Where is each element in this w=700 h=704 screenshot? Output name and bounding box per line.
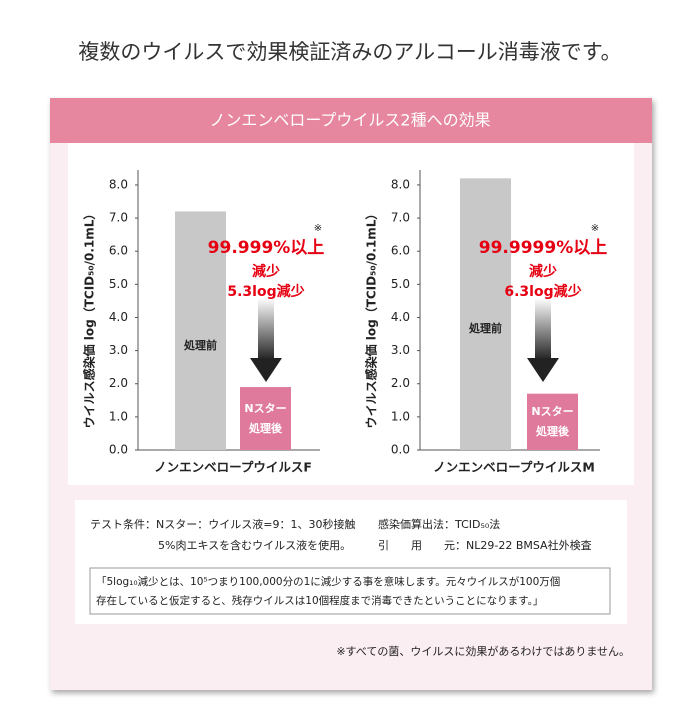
bar [240, 387, 291, 450]
bar [175, 211, 226, 450]
y-tick-label: 1.0 [109, 409, 128, 423]
condition: 感染価算出法：TCID₅₀法 [378, 517, 500, 531]
y-tick-label: 5.0 [391, 277, 410, 291]
annotation: 99.999%以上 [208, 238, 325, 258]
y-tick-label: 6.0 [391, 244, 410, 258]
note-line: 「5log₁₀減少とは、10⁵つまり100,000分の1に減少する事を意味します… [96, 575, 560, 588]
bar [527, 393, 578, 450]
bar-label: Nスター 処理後 [244, 401, 287, 435]
bar-label: 処理前 [469, 322, 502, 336]
y-tick-label: 1.0 [391, 409, 410, 423]
heading: 複数のウイルスで効果検証済みのアルコール消毒液です。 [78, 40, 621, 64]
annotation: 99.9999%以上 [479, 238, 607, 258]
annotation: 減少 [529, 263, 557, 280]
y-tick-label: 6.0 [109, 244, 128, 258]
y-tick-label: 5.0 [109, 277, 128, 291]
arrow-shaft [258, 298, 274, 360]
x-axis-label: ノンエンベロープウイルスM [433, 460, 595, 475]
annotation: 6.3log減少 [504, 283, 581, 300]
condition: 5%肉エキスを含むウイルス液を使用。 [158, 538, 351, 552]
y-axis-label: ウイルス感染価 log（TCID₅₀/0.1mL） [364, 208, 379, 429]
annotation-mark: ※ [314, 223, 322, 234]
y-tick-label: 7.0 [109, 211, 128, 225]
y-tick-label: 0.0 [391, 443, 410, 457]
footnote: ※すべての菌、ウイルスに効果があるわけではありません。 [336, 644, 630, 658]
note-box [89, 567, 611, 615]
note-line: 存在していると仮定すると、残存ウイルスは10個程度まで消毒できたということになり… [96, 594, 543, 607]
condition: テスト条件：Nスター：ウイルス液=9：1、30秒接触 [90, 517, 355, 531]
arrow-shaft [535, 298, 551, 360]
y-tick-label: 0.0 [109, 443, 128, 457]
condition: 引 用 元：NL29-22 BMSA社外検査 [378, 538, 592, 552]
y-axis-label: ウイルス感染価 log（TCID₅₀/0.1mL） [82, 208, 97, 429]
y-tick-label: 3.0 [109, 343, 128, 357]
y-tick-label: 4.0 [109, 310, 128, 324]
panel-title: ノンエンベロープウイルス2種への効果 [209, 111, 490, 130]
annotation: 減少 [252, 263, 280, 280]
arrow-head [527, 358, 559, 382]
x-axis-label: ノンエンベロープウイルスF [154, 460, 312, 475]
panel-header [50, 98, 652, 143]
conditions-box [75, 500, 627, 624]
y-tick-label: 8.0 [391, 177, 410, 191]
y-tick-label: 2.0 [391, 376, 410, 390]
y-tick-label: 8.0 [109, 177, 128, 191]
bar-label: 処理前 [184, 338, 217, 352]
y-tick-label: 7.0 [391, 211, 410, 225]
y-tick-label: 2.0 [109, 376, 128, 390]
annotation-mark: ※ [591, 223, 599, 234]
annotation: 5.3log減少 [227, 283, 304, 300]
bar-label: Nスター 処理後 [531, 404, 574, 438]
arrow-head [250, 358, 282, 382]
y-tick-label: 4.0 [391, 310, 410, 324]
y-tick-label: 3.0 [391, 343, 410, 357]
bar [460, 178, 511, 451]
